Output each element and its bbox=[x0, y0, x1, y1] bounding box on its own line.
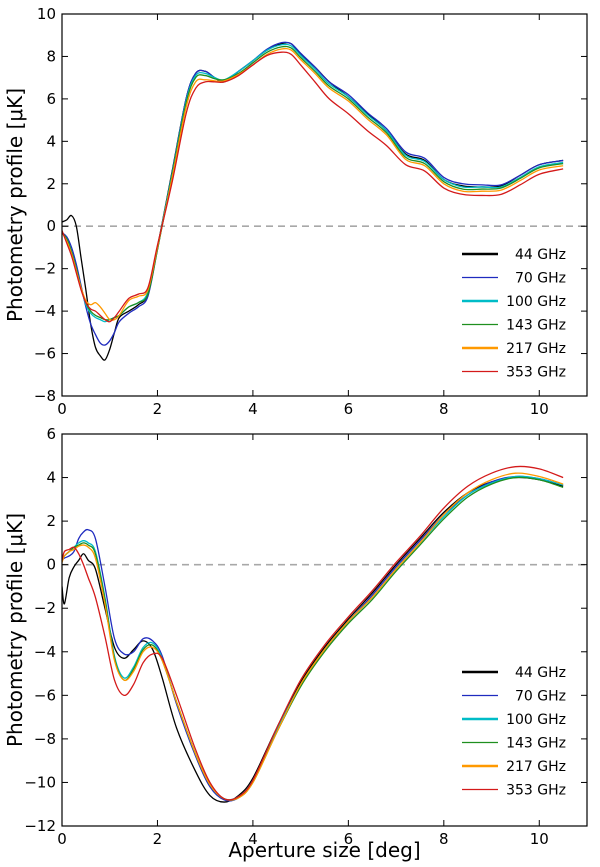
y-tick-label: −6 bbox=[34, 345, 56, 363]
legend-label: 44 GHz bbox=[515, 247, 566, 263]
y-tick-label: 2 bbox=[46, 512, 56, 530]
top-panel: 0 2 4 6 8 10 −8 −6 −4 −2 0 2 4 6 8 10 Photometry profile… bbox=[3, 5, 588, 418]
y-tick-label: −6 bbox=[34, 686, 56, 704]
x-tick-label: 0 bbox=[57, 830, 67, 848]
legend-label: 143 GHz bbox=[506, 318, 566, 334]
legend: 44 GHz 70 GHz 100 GHz 143 GHz 217 GHz 353 GHz bbox=[462, 247, 566, 381]
bottom-panel: 0 2 4 6 8 10 −12 −10 −8 −6 −4 −2 0 2 4 6 Photometry prof… bbox=[3, 425, 588, 862]
series-line-353-ghz bbox=[62, 51, 564, 323]
legend-label: 100 GHz bbox=[506, 712, 566, 728]
legend-label: 70 GHz bbox=[515, 271, 566, 287]
axes-frame bbox=[61, 433, 588, 827]
x-tick-label: 8 bbox=[439, 400, 449, 418]
series-line-44-ghz bbox=[62, 476, 564, 803]
y-tick-label: 8 bbox=[46, 47, 56, 65]
x-tick-label: 8 bbox=[439, 830, 449, 848]
legend-label: 353 GHz bbox=[506, 365, 566, 381]
y-tick-label: −4 bbox=[34, 643, 56, 661]
y-tick-label: 6 bbox=[46, 90, 56, 108]
legend-label: 44 GHz bbox=[515, 665, 566, 681]
y-tick-label: 4 bbox=[46, 132, 56, 150]
y-tick-label: 4 bbox=[46, 469, 56, 487]
series-line-143-ghz bbox=[62, 476, 564, 801]
x-tick-label: 4 bbox=[248, 400, 258, 418]
legend-label: 100 GHz bbox=[506, 294, 566, 310]
x-tick-label: 2 bbox=[153, 830, 163, 848]
legend-label: 217 GHz bbox=[506, 759, 566, 775]
legend: 44 GHz 70 GHz 100 GHz 143 GHz 217 GHz 353 GHz bbox=[462, 665, 566, 799]
x-tick-label: 0 bbox=[57, 400, 67, 418]
x-tick-label: 6 bbox=[344, 830, 354, 848]
y-tick-label: 2 bbox=[46, 175, 56, 193]
y-axis-label: Photometry profile [μK] bbox=[3, 88, 27, 322]
x-tick-label: 6 bbox=[344, 400, 354, 418]
legend-label: 353 GHz bbox=[506, 783, 566, 799]
y-tick-label: −8 bbox=[34, 387, 56, 405]
y-tick-label: 0 bbox=[46, 217, 56, 235]
x-tick-label: 10 bbox=[530, 400, 549, 418]
y-tick-label: 10 bbox=[37, 5, 56, 23]
y-tick-label: −12 bbox=[24, 817, 56, 835]
x-tick-label: 4 bbox=[248, 830, 258, 848]
legend-label: 143 GHz bbox=[506, 736, 566, 752]
series-line-70-ghz bbox=[62, 475, 564, 802]
axes-frame bbox=[61, 13, 588, 397]
x-tick-label: 10 bbox=[530, 830, 549, 848]
series-line-217-ghz bbox=[62, 472, 564, 801]
series-line-143-ghz bbox=[62, 45, 564, 321]
series-line-70-ghz bbox=[62, 41, 564, 346]
series-line-353-ghz bbox=[62, 465, 564, 801]
series-line-100-ghz bbox=[62, 475, 564, 801]
y-tick-label: −8 bbox=[34, 730, 56, 748]
y-tick-label: 0 bbox=[46, 556, 56, 574]
y-axis-label: Photometry profile [μK] bbox=[3, 513, 27, 747]
x-axis-label: Aperture size [deg] bbox=[228, 838, 420, 862]
y-tick-label: −2 bbox=[34, 260, 56, 278]
series-line-44-ghz bbox=[62, 41, 564, 361]
x-tick-label: 2 bbox=[153, 400, 163, 418]
y-tick-label: −4 bbox=[34, 302, 56, 320]
y-tick-label: −2 bbox=[34, 599, 56, 617]
legend-label: 70 GHz bbox=[515, 689, 566, 705]
series-line-217-ghz bbox=[62, 47, 564, 321]
y-tick-label: 6 bbox=[46, 425, 56, 443]
legend-label: 217 GHz bbox=[506, 341, 566, 357]
series-line-100-ghz bbox=[62, 43, 564, 323]
y-tick-label: −10 bbox=[24, 773, 56, 791]
